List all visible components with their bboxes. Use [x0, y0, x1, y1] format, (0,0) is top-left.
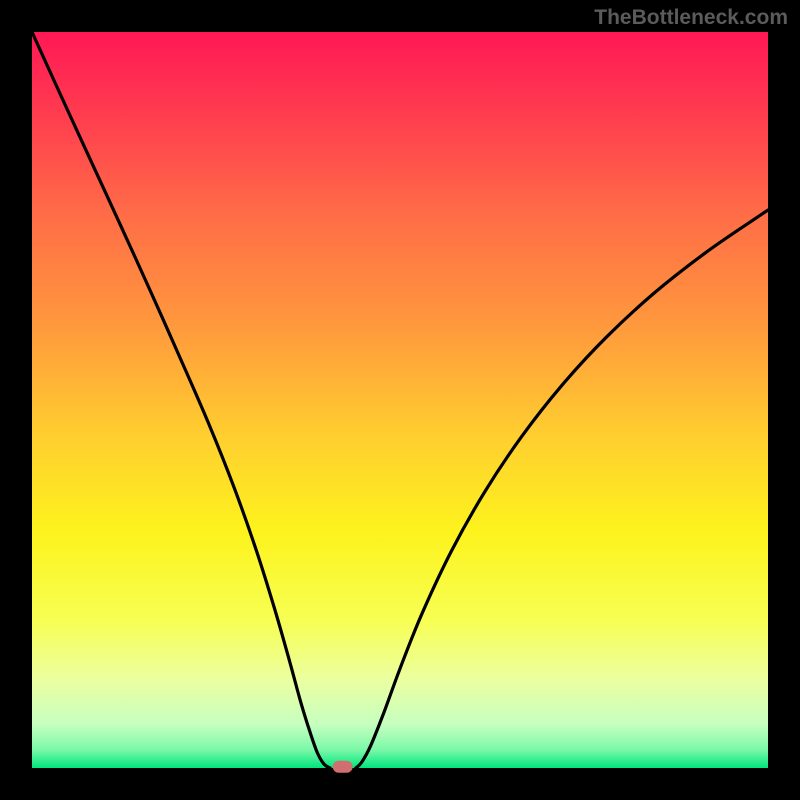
- curve-right-branch: [356, 210, 768, 768]
- curve-left-branch: [32, 32, 330, 768]
- watermark-text: TheBottleneck.com: [594, 6, 788, 30]
- chart-container: TheBottleneck.com: [0, 0, 800, 800]
- plot-area: [32, 32, 768, 768]
- optimum-marker: [332, 760, 353, 773]
- bottleneck-curve: [32, 32, 768, 768]
